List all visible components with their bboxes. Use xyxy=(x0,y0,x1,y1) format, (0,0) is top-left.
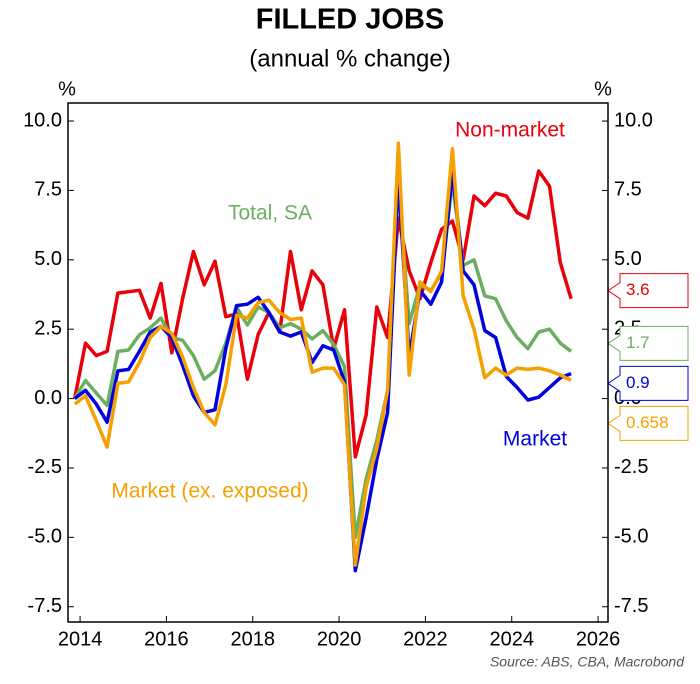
y2-tick-label: 5.0 xyxy=(614,248,642,270)
x-tick-label: 2016 xyxy=(144,628,189,650)
y-tick-label: 7.5 xyxy=(34,179,62,201)
end-label: 0.9 xyxy=(626,373,650,392)
x-tick-label: 2024 xyxy=(489,628,534,650)
end-label-box xyxy=(607,405,689,441)
source-note: Source: ABS, CBA, Macrobond xyxy=(490,654,685,670)
y-tick-label: 5.0 xyxy=(34,248,62,270)
series-line xyxy=(73,141,572,567)
y-tick-label: -2.5 xyxy=(28,456,62,478)
y-axis-label: % xyxy=(58,78,76,100)
series-line xyxy=(72,169,573,459)
chart-title: FILLED JOBS xyxy=(256,4,445,36)
y2-tick-label: 7.5 xyxy=(614,179,642,201)
chart-subtitle: (annual % change) xyxy=(249,45,450,72)
end-label-box xyxy=(607,365,689,401)
x-tick-label: 2018 xyxy=(230,628,275,650)
x-tick-label: 2022 xyxy=(403,628,448,650)
y2-tick-label: -5.0 xyxy=(614,526,648,548)
series-name: Market (ex. exposed) xyxy=(111,480,308,503)
series-name: Non-market xyxy=(455,119,565,142)
end-label: 3.6 xyxy=(626,280,650,299)
end-label: 0.658 xyxy=(626,413,669,432)
end-label-box xyxy=(607,273,689,309)
y-tick-label: 0.0 xyxy=(34,387,62,409)
x-tick-label: 2020 xyxy=(317,628,362,650)
series-line xyxy=(73,180,573,540)
y2-tick-label: -2.5 xyxy=(614,456,648,478)
y2-tick-label: 10.0 xyxy=(614,109,653,131)
end-label: 1.7 xyxy=(626,333,650,352)
y2-axis-label: % xyxy=(594,78,612,100)
plot-frame xyxy=(67,102,609,623)
y-tick-label: -7.5 xyxy=(28,595,62,617)
x-tick-label: 2014 xyxy=(58,628,103,650)
y-tick-label: 2.5 xyxy=(34,317,62,339)
y-tick-label: 10.0 xyxy=(23,109,62,131)
series-name: Total, SA xyxy=(228,202,312,225)
y-tick-label: -5.0 xyxy=(28,526,62,548)
series-name: Market xyxy=(503,428,567,451)
y2-tick-label: -7.5 xyxy=(614,595,648,617)
x-tick-label: 2026 xyxy=(576,628,621,650)
end-label-box xyxy=(607,325,689,361)
